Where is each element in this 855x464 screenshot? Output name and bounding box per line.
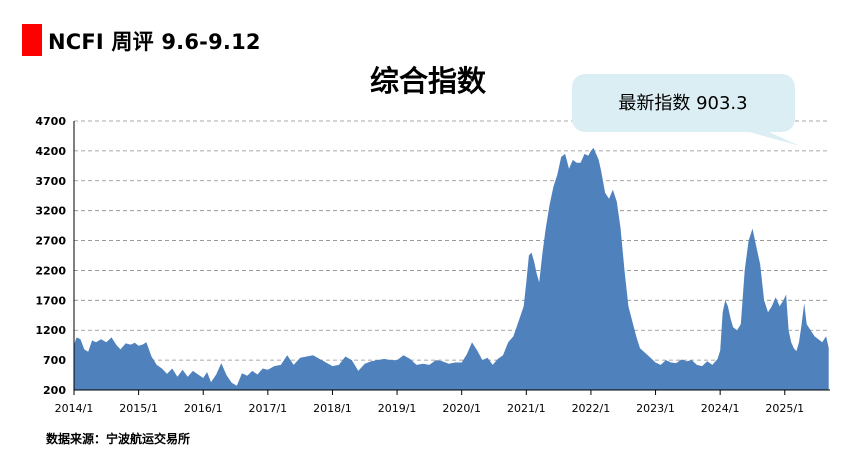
y-tick-label: 2200	[35, 264, 66, 277]
x-tick-label: 2018/1	[313, 402, 352, 415]
y-tick-label: 4200	[35, 145, 66, 158]
header-title: NCFI 周评 9.6-9.12	[48, 30, 261, 54]
x-tick-label: 2014/1	[55, 402, 94, 415]
y-tick-label: 3200	[35, 205, 66, 218]
y-tick-label: 3700	[35, 175, 66, 188]
x-tick-label: 2021/1	[507, 402, 546, 415]
x-tick-label: 2022/1	[572, 402, 611, 415]
y-tick-label: 1200	[35, 324, 66, 337]
x-tick-label: 2019/1	[378, 402, 417, 415]
callout-bubble	[572, 74, 795, 132]
x-tick-label: 2017/1	[248, 402, 287, 415]
callout-text: 最新指数 903.3	[618, 93, 747, 114]
x-tick-label: 2024/1	[701, 402, 740, 415]
callout-tail	[735, 128, 800, 146]
x-tick-label: 2016/1	[184, 402, 223, 415]
x-tick-label: 2015/1	[119, 402, 158, 415]
x-tick-label: 2025/1	[765, 402, 804, 415]
chart-title: 综合指数	[370, 64, 487, 98]
y-tick-label: 1700	[35, 294, 66, 307]
header-accent-bar	[22, 24, 42, 56]
y-tick-label: 2700	[35, 235, 66, 248]
series-area	[74, 147, 829, 390]
y-tick-label: 4700	[35, 115, 66, 128]
y-tick-label: 700	[43, 354, 66, 367]
data-source: 数据来源：宁波航运交易所	[46, 432, 191, 446]
x-tick-label: 2020/1	[442, 402, 481, 415]
area-chart: 200 700 1200 1700 2200 2700 3200 3700 4200 4700 20…	[35, 74, 830, 415]
y-tick-label: 200	[43, 384, 66, 397]
x-tick-label: 2023/1	[636, 402, 675, 415]
